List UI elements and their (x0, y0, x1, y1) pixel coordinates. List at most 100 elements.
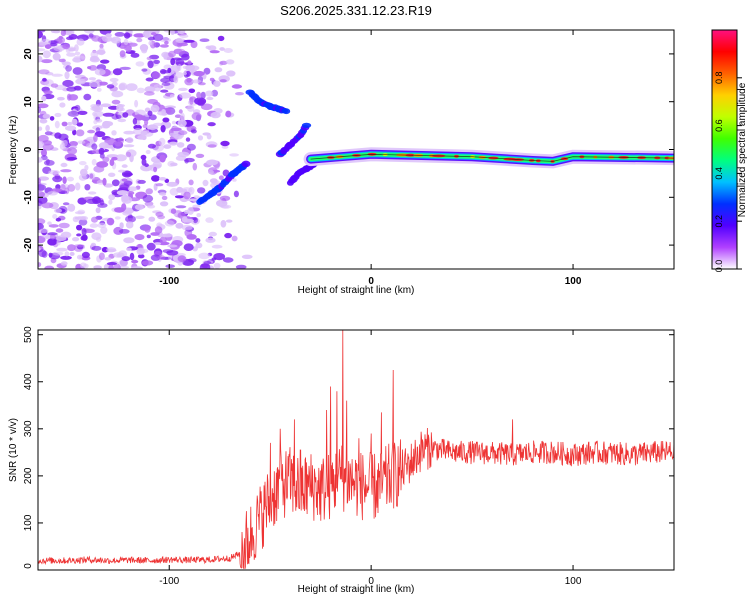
noise-blob (67, 121, 73, 126)
noise-blob (83, 93, 92, 101)
noise-blob (117, 137, 124, 145)
noise-blob (151, 71, 161, 79)
noise-blob (114, 32, 125, 37)
noise-blob (109, 77, 119, 83)
noise-blob (100, 59, 110, 64)
noise-blob (101, 35, 113, 43)
noise-blob (109, 159, 115, 166)
noise-blob (173, 72, 184, 79)
noise-blob (231, 84, 243, 89)
noise-blob (43, 159, 55, 166)
noise-blob (66, 93, 72, 101)
noise-blob (171, 120, 177, 125)
noise-blob (111, 130, 117, 136)
noise-blob (43, 90, 53, 95)
noise-blob (57, 96, 65, 101)
noise-blob (179, 92, 192, 99)
colorbar-label: Normalized spectral amplitude (737, 82, 748, 217)
noise-blob (89, 223, 99, 228)
noise-blob (73, 55, 86, 60)
noise-blob (145, 149, 151, 155)
noise-blob (146, 56, 152, 61)
noise-blob (84, 164, 89, 171)
noise-blob (203, 261, 212, 265)
noise-blob (96, 87, 102, 92)
noise-blob (145, 188, 153, 195)
noise-blob (220, 205, 229, 209)
noise-blob (169, 94, 175, 98)
noise-blob (44, 44, 52, 49)
noise-blob (89, 173, 94, 179)
noise-blob (77, 209, 86, 215)
noise-blob (60, 30, 67, 37)
noise-blob (106, 84, 115, 89)
y-tick-label: -10 (23, 190, 34, 205)
noise-blob (121, 178, 128, 182)
noise-blob (79, 161, 87, 166)
noise-blob (229, 153, 240, 157)
noise-blob (76, 254, 83, 260)
noise-blob (225, 219, 233, 223)
noise-blob (42, 113, 51, 119)
noise-blob (186, 77, 192, 83)
noise-blob (93, 165, 105, 173)
snr-marks (38, 330, 674, 570)
noise-blob (162, 249, 174, 254)
noise-blob (160, 124, 166, 133)
noise-blob (147, 143, 156, 149)
noise-blob (117, 118, 127, 123)
colorbar-tick-label: 0.0 (714, 260, 724, 273)
noise-blob (38, 191, 45, 198)
noise-blob (64, 251, 70, 257)
noise-blob (154, 226, 163, 234)
noise-blob (116, 190, 129, 196)
noise-blob (189, 65, 200, 71)
noise-blob (139, 44, 149, 52)
snr-axes: -100 0 100 0 100 200 300 400 500 (23, 326, 674, 587)
noise-blob (41, 148, 47, 157)
noise-blob (185, 70, 191, 77)
noise-blob (182, 72, 187, 75)
noise-blob (223, 48, 233, 53)
noise-blob (183, 243, 194, 251)
noise-blob (38, 262, 42, 267)
noise-blob (198, 82, 206, 86)
noise-blob (137, 254, 145, 259)
noise-blob (42, 50, 51, 59)
noise-blob (160, 77, 171, 83)
noise-blob (186, 234, 197, 240)
noise-blob (213, 253, 226, 261)
noise-blob (235, 92, 244, 96)
noise-blob (191, 79, 202, 84)
noise-blob (101, 246, 109, 253)
noise-blob (160, 89, 169, 93)
snr-frame (37, 329, 675, 571)
noise-blob (153, 122, 164, 127)
noise-blob (84, 184, 91, 191)
y-tick-label: 100 (23, 514, 34, 531)
noise-blob (126, 218, 136, 222)
noise-blob (155, 183, 164, 187)
noise-blob (222, 257, 234, 263)
noise-blob (115, 154, 127, 162)
noise-blob (144, 86, 156, 93)
noise-blob (158, 177, 167, 181)
noise-blob (88, 191, 97, 195)
noise-blob (168, 50, 176, 58)
noise-blob (76, 122, 84, 127)
noise-blob (68, 47, 76, 52)
noise-blob (149, 114, 157, 121)
noise-blob (170, 58, 176, 66)
noise-blob (143, 91, 155, 96)
colorbar-tick-label: 0.6 (714, 119, 724, 132)
noise-blob (74, 104, 81, 112)
noise-blob (97, 222, 107, 228)
noise-blob (91, 216, 98, 223)
noise-blob (164, 40, 169, 45)
noise-blob (102, 112, 115, 117)
noise-blob (118, 169, 126, 173)
noise-blob (146, 234, 151, 239)
noise-blob (147, 60, 154, 69)
noise-blob (42, 77, 47, 82)
noise-blob (176, 142, 185, 148)
